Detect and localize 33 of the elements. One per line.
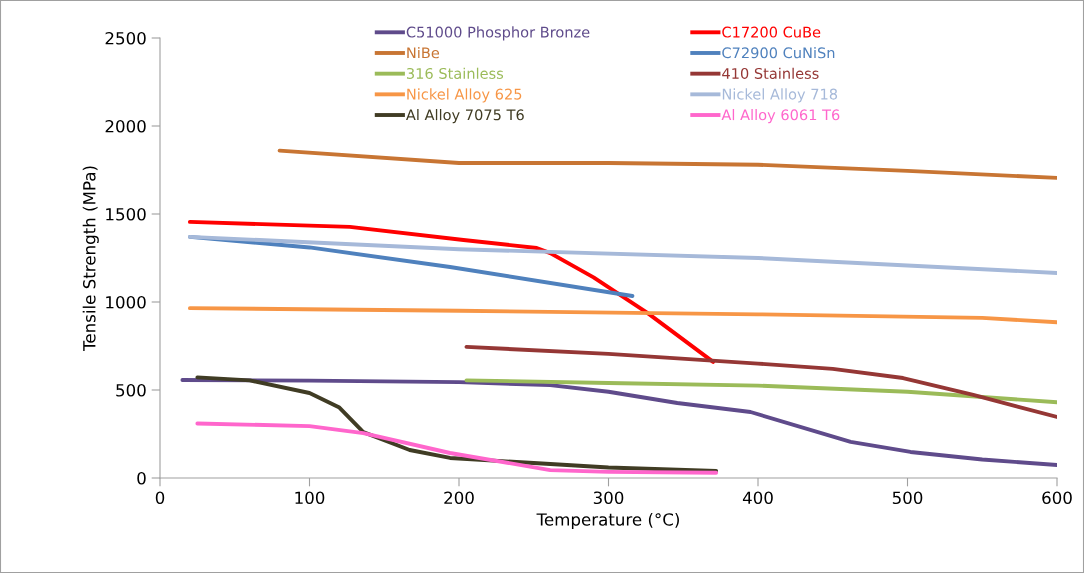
- legend-label: C51000 Phosphor Bronze: [406, 26, 590, 41]
- x-tick-label: 200: [444, 491, 474, 505]
- legend-label: C72900 CuNiSn: [722, 47, 835, 59]
- x-tick-label: 400: [742, 491, 773, 505]
- legend-label: 316 Stainless: [406, 67, 504, 79]
- y-tick-label: 1500: [106, 207, 146, 221]
- legend-label: Al Alloy 6061 T6: [721, 109, 840, 124]
- line-series: [187, 234, 1057, 275]
- legend-label: Nickel Alloy 718: [722, 88, 838, 103]
- line-series: [187, 306, 1057, 325]
- x-tick-label: 100: [295, 491, 325, 505]
- line-series: [195, 421, 719, 475]
- legend-label: NiBe: [407, 47, 440, 59]
- legend-label: 410 Stainless: [722, 67, 819, 79]
- line-series: [464, 344, 1057, 419]
- legend-label: Al Alloy 7075 T6: [406, 109, 524, 124]
- legend-label: C17200 CuBe: [722, 26, 821, 38]
- x-tick-label: 500: [892, 491, 923, 505]
- x-axis-title: Temperature (°C): [536, 512, 679, 530]
- y-tick-label: 1000: [106, 295, 146, 309]
- line-series: [180, 378, 1057, 467]
- y-tick-label: 2000: [105, 119, 146, 133]
- line-series: [464, 378, 1057, 405]
- x-tick-label: 0: [155, 491, 165, 505]
- x-tick-label: 300: [593, 491, 624, 505]
- line-series: [277, 148, 1057, 180]
- y-tick-label: 2500: [105, 31, 146, 45]
- legend-label: Nickel Alloy 625: [407, 88, 522, 103]
- x-tick-label: 600: [1042, 491, 1072, 505]
- y-tick-label: 500: [116, 383, 146, 397]
- line-series: [187, 219, 716, 364]
- y-axis-title: Tensile Strength (MPa): [82, 166, 99, 352]
- y-tick-label: 0: [137, 471, 146, 485]
